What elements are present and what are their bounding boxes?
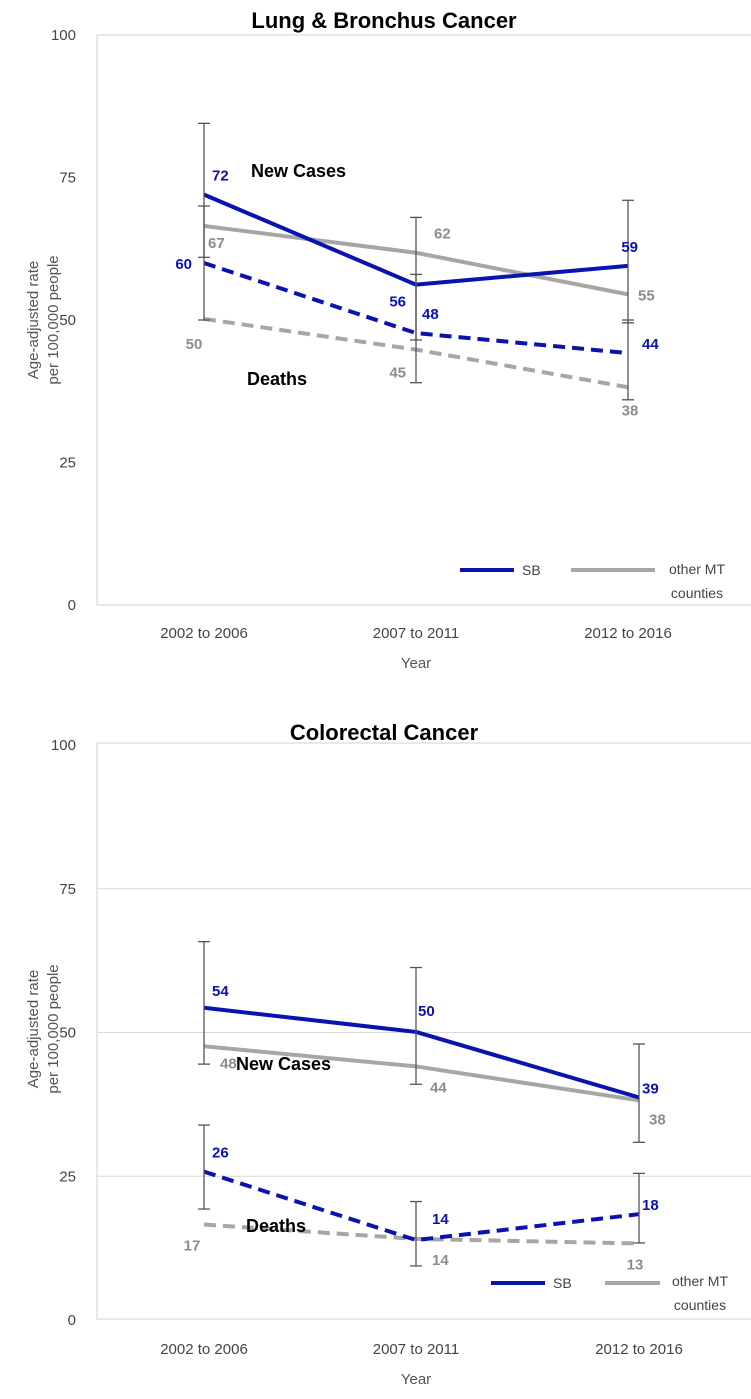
colorectal-chart: 0 25 50 75 100 2002 to 2006 2007 to 2011 2012 t… <box>25 720 751 1388</box>
error-bar <box>410 1200 422 1267</box>
x-axis-title: Year <box>401 655 431 672</box>
lung-bronchus-chart: 0 25 50 75 100 2002 to 2006 2007 to 2011 2012 t… <box>25 8 751 672</box>
data-label: 55 <box>638 287 655 304</box>
data-label: 39 <box>642 1080 659 1097</box>
data-label: 59 <box>621 239 638 256</box>
data-label: 62 <box>434 226 451 243</box>
error-bar <box>622 319 634 401</box>
y-tick-label: 0 <box>68 1312 76 1329</box>
plot-frame <box>96 34 751 606</box>
data-label: 54 <box>212 983 229 1000</box>
y-tick-label: 100 <box>51 27 76 44</box>
y-tick-label: 50 <box>59 1025 76 1042</box>
error-bar <box>633 1172 645 1244</box>
annotation-new-cases: New Cases <box>251 161 346 181</box>
data-label: 48 <box>422 306 439 323</box>
x-axis-title: Year <box>401 1371 431 1388</box>
x-tick-label: 2012 to 2016 <box>595 1341 683 1358</box>
chart-title: Lung & Bronchus Cancer <box>251 8 517 33</box>
data-label: 14 <box>432 1211 449 1228</box>
y-axis-title: Age-adjusted rate per 100,000 people <box>25 964 62 1093</box>
error-bar <box>633 1043 645 1143</box>
data-label: 13 <box>627 1257 644 1274</box>
data-label: 26 <box>212 1145 229 1162</box>
data-label: 17 <box>184 1238 201 1255</box>
y-tick-label: 100 <box>51 737 76 754</box>
plot-frame <box>96 742 751 1320</box>
data-label: 38 <box>649 1111 666 1128</box>
legend-label-sb: SB <box>553 1275 572 1291</box>
data-label: 67 <box>208 235 225 252</box>
annotation-new-cases: New Cases <box>236 1054 331 1074</box>
annotation-deaths: Deaths <box>247 369 307 389</box>
data-label: 44 <box>642 336 659 353</box>
legend: SB other MT counties <box>460 561 725 601</box>
data-label: 44 <box>430 1079 447 1096</box>
error-bar <box>198 941 210 1065</box>
data-label: 56 <box>389 294 406 311</box>
error-bar <box>410 966 422 1085</box>
x-tick-label: 2002 to 2006 <box>160 1341 248 1358</box>
error-bar <box>198 205 210 321</box>
y-tick-label: 75 <box>59 881 76 898</box>
data-label: 60 <box>175 256 192 273</box>
error-bar <box>198 1124 210 1210</box>
data-label: 72 <box>212 168 229 185</box>
y-tick-label: 50 <box>59 312 76 329</box>
data-label: 45 <box>389 365 406 382</box>
x-tick-label: 2007 to 2011 <box>373 1341 459 1358</box>
legend-label-sb: SB <box>522 562 541 578</box>
x-tick-label: 2007 to 2011 <box>373 625 459 642</box>
y-axis-title: Age-adjusted rate per 100,000 people <box>25 255 62 384</box>
y-tick-label: 0 <box>68 597 76 614</box>
legend-label-other: other MT counties <box>672 1273 728 1313</box>
data-label: 18 <box>642 1197 659 1214</box>
series-line-sb-deaths <box>203 1169 640 1243</box>
data-label: 50 <box>418 1003 435 1020</box>
legend-label-other: other MT counties <box>669 561 725 601</box>
annotation-deaths: Deaths <box>246 1216 306 1236</box>
legend: SB other MT counties <box>491 1273 728 1313</box>
data-label: 48 <box>220 1055 237 1072</box>
data-label: 50 <box>186 336 203 353</box>
data-label: 38 <box>622 402 639 419</box>
y-tick-label: 25 <box>59 455 76 472</box>
x-tick-label: 2002 to 2006 <box>160 625 248 642</box>
y-tick-label: 25 <box>59 1168 76 1185</box>
series-line-sb-deaths <box>203 261 629 356</box>
error-bar <box>622 199 634 324</box>
y-tick-label: 75 <box>59 170 76 187</box>
data-label: 14 <box>432 1252 449 1269</box>
chart-title: Colorectal Cancer <box>290 720 479 745</box>
x-tick-label: 2012 to 2016 <box>584 625 672 642</box>
error-bar <box>410 273 422 384</box>
